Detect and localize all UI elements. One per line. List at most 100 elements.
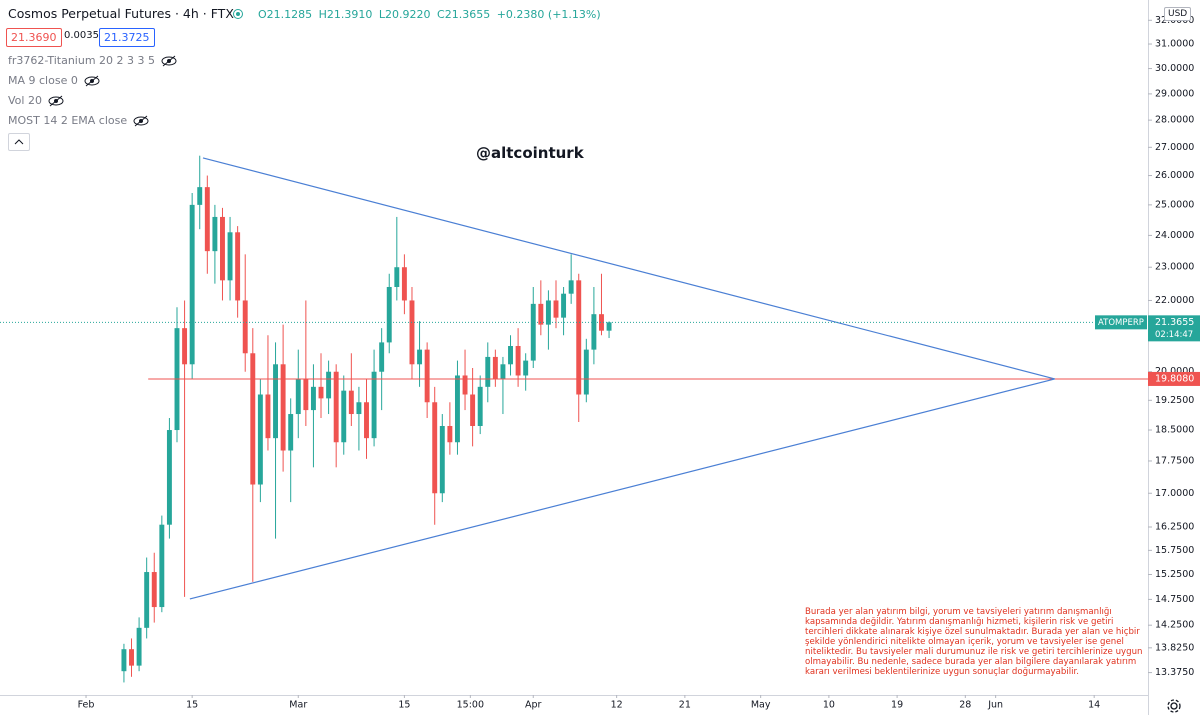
y-tick-label: 29.0000 — [1155, 88, 1194, 99]
candle-body — [508, 346, 513, 365]
x-tick-label: 12 — [611, 700, 623, 711]
candle-body — [189, 204, 195, 365]
y-tick-label: 31.0000 — [1155, 39, 1194, 50]
ohlc-low: L20.9220 — [378, 8, 431, 21]
indicator-label: Vol 20 — [8, 94, 42, 107]
candle-body — [265, 394, 271, 439]
y-tick-label: 18.5000 — [1155, 425, 1194, 436]
hidden-icon[interactable] — [84, 75, 100, 87]
x-tick-label: Jun — [987, 700, 1003, 711]
candle-body — [242, 300, 248, 354]
x-tick-label: 15:00 — [457, 700, 484, 711]
indicator-label: fr3762-Titanium 20 2 3 3 5 — [8, 54, 156, 67]
x-tick-label: 28 — [959, 700, 971, 711]
candle-body — [220, 216, 225, 281]
candle-body — [477, 386, 483, 426]
candle-body — [348, 390, 354, 415]
buy-price[interactable]: 21.3725 — [99, 28, 155, 47]
countdown-label: 02:14:47 — [1155, 330, 1193, 340]
candle-body — [568, 280, 574, 294]
y-tick-label: 19.2500 — [1155, 395, 1194, 406]
candle-body — [379, 342, 385, 372]
y-tick-label: 13.3750 — [1155, 667, 1194, 678]
chevron — [14, 139, 24, 145]
candle-body — [424, 349, 430, 403]
indicator-label: MOST 14 2 EMA close — [8, 114, 128, 127]
candle-body — [583, 349, 589, 395]
candle-body — [326, 371, 332, 399]
candle-body — [500, 364, 506, 380]
candle-body — [144, 572, 150, 628]
ohlc-change: +0.2380 (+1.13%) — [496, 8, 601, 21]
disclaimer: Burada yer alan yatırım bilgi, yorum ve … — [805, 607, 1143, 677]
candle-body — [197, 187, 203, 205]
candle-body — [599, 314, 604, 331]
candle-body — [182, 328, 188, 365]
indicator[interactable]: MA 9 close 0 — [8, 74, 100, 87]
hidden-icon[interactable] — [48, 95, 64, 107]
candle-body — [432, 402, 438, 494]
candle-body — [409, 300, 415, 365]
candle-body — [159, 524, 165, 608]
y-tick-label: 22.0000 — [1155, 295, 1194, 306]
collapse-button[interactable] — [8, 133, 30, 151]
candle-body — [523, 360, 529, 376]
y-tick-label: 17.7500 — [1155, 455, 1194, 466]
candle-body — [250, 353, 256, 485]
sell-price[interactable]: 21.3690 — [6, 28, 62, 47]
candle-body — [515, 346, 521, 376]
y-tick-label: 17.0000 — [1155, 488, 1194, 499]
candle-body — [591, 314, 597, 350]
candle-body — [538, 303, 544, 325]
candle-body — [439, 425, 445, 494]
y-tick-label: 15.7500 — [1155, 545, 1194, 556]
candle-body — [462, 375, 468, 395]
y-tick-label: 16.2500 — [1155, 521, 1194, 532]
indicator[interactable]: MOST 14 2 EMA close — [8, 114, 149, 127]
candle-body — [288, 414, 294, 451]
x-tick-label: Feb — [78, 700, 95, 711]
settings-icon[interactable] — [1167, 699, 1181, 713]
candle-body — [485, 356, 491, 387]
x-tick-label: Mar — [289, 700, 307, 711]
indicator[interactable]: fr3762-Titanium 20 2 3 3 5 — [8, 54, 177, 67]
x-tick-label: May — [751, 700, 771, 711]
candle-body — [295, 379, 301, 415]
symbol-box — [1095, 315, 1147, 330]
candle-body — [417, 349, 423, 365]
candle-body — [454, 375, 460, 443]
candle-body — [371, 371, 377, 439]
candle-body — [606, 322, 612, 331]
ohlc-close: C21.3655 — [437, 8, 491, 21]
x-tick-label: Apr — [525, 700, 542, 711]
candle-body — [492, 356, 498, 380]
candle-body — [576, 280, 582, 395]
y-tick-label: 23.0000 — [1155, 262, 1194, 273]
candle-body — [386, 286, 392, 343]
candle-body — [303, 379, 309, 411]
watermark: @altcointurk — [476, 144, 584, 162]
candle-body — [341, 390, 347, 443]
currency-label[interactable]: USD — [1164, 7, 1192, 21]
symbol-label: ATOMPERP — [1098, 318, 1144, 328]
y-tick-label: 27.0000 — [1155, 142, 1194, 153]
y-tick-label: 30.0000 — [1155, 63, 1194, 74]
last-price-box — [1148, 315, 1200, 342]
y-tick-label: 24.0000 — [1155, 230, 1194, 241]
x-tick-label: 21 — [679, 700, 691, 711]
candle-body — [530, 303, 536, 361]
x-tick-label: 19 — [891, 700, 903, 711]
candle-body — [364, 402, 369, 439]
hidden-icon[interactable] — [133, 115, 149, 127]
indicator[interactable]: Vol 20 — [8, 94, 64, 107]
hidden-icon[interactable] — [161, 55, 177, 67]
status-dot — [233, 9, 243, 19]
price-label: 19.8080 — [1155, 373, 1194, 384]
y-tick-label: 26.0000 — [1155, 170, 1194, 181]
candle-body — [553, 300, 559, 318]
indicator-label: MA 9 close 0 — [8, 74, 78, 87]
candle-body — [318, 386, 324, 399]
candle-body — [401, 267, 407, 301]
candle-body — [394, 267, 400, 287]
